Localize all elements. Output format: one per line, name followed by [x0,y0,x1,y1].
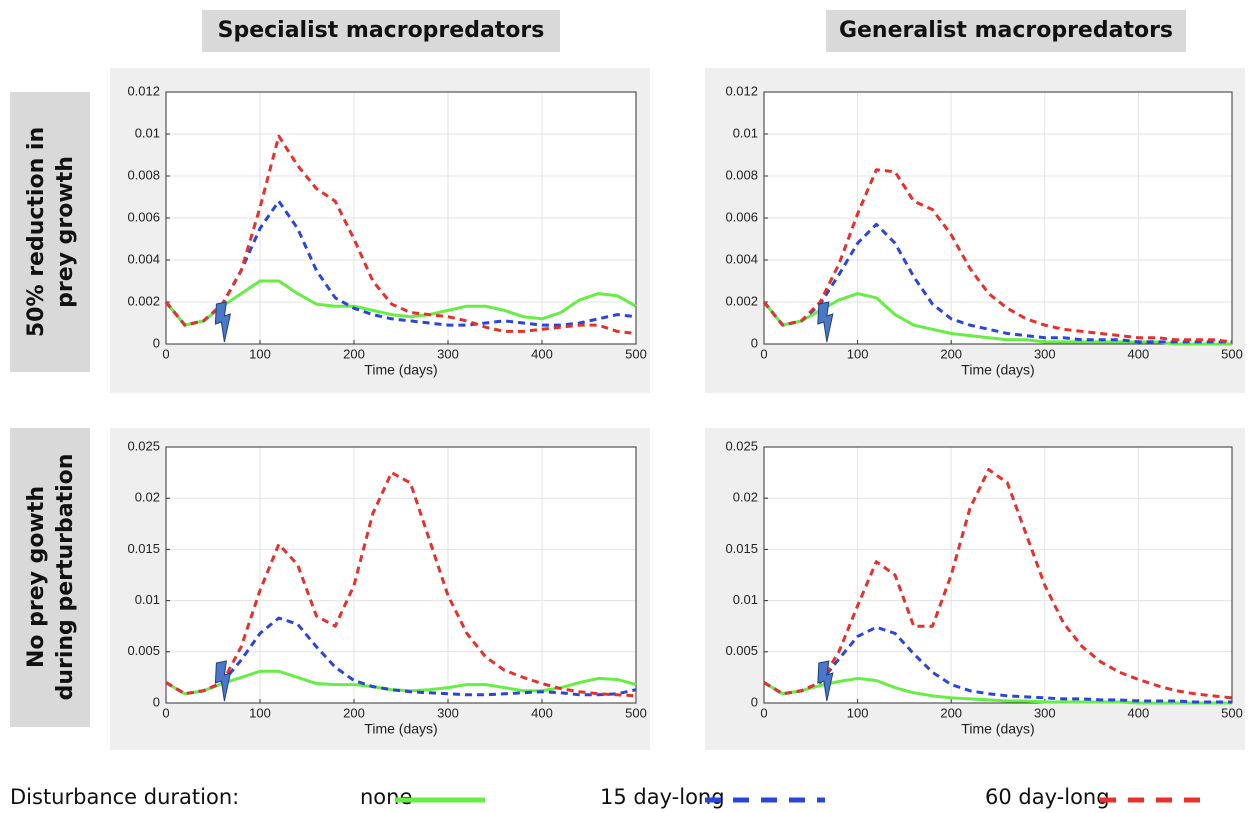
series-line [165,616,637,697]
x-tick-label: 200 [343,346,365,361]
y-tick-label: 0.004 [127,251,160,266]
x-tick-label: 0 [162,346,169,361]
x-axis-label: Time (days) [364,721,437,737]
y-tick-label: 0.01 [733,592,758,607]
column-header-bg [202,10,560,52]
y-tick-label: 0.002 [725,293,758,308]
legend-label: 60 day-long [985,785,1110,809]
y-tick-label: 0.025 [725,438,758,453]
y-tick-label: 0.02 [135,490,160,505]
axes-frame [165,446,637,704]
row-title: No prey gowth [24,486,49,668]
legend-label: none [360,785,412,809]
axes-frame [763,91,1233,345]
x-tick-label: 400 [531,705,553,720]
row-header-bg [10,428,90,727]
y-tick-label: 0.002 [127,293,160,308]
x-tick-label: 200 [940,705,962,720]
series-line [762,168,1233,344]
series-line [763,468,1233,700]
x-tick-label: 100 [847,705,869,720]
plot-area [764,447,1232,703]
y-tick-label: 0.01 [135,592,160,607]
series-line [763,676,1232,705]
x-tick-label: 0 [760,705,767,720]
x-tick-label: 100 [249,705,271,720]
disturbance-bolt [817,301,834,343]
y-tick-label: 0.025 [127,438,160,453]
x-tick-label: 100 [847,346,869,361]
x-tick-label: 300 [1034,705,1056,720]
x-tick-label: 500 [625,705,647,720]
disturbance-bolt [817,660,834,702]
x-tick-label: 200 [343,705,365,720]
y-tick-label: 0 [153,335,160,350]
x-tick-label: 400 [1128,705,1150,720]
x-tick-label: 300 [437,705,459,720]
y-tick-label: 0.004 [725,251,758,266]
x-tick-label: 400 [1128,346,1150,361]
x-tick-label: 0 [162,705,169,720]
row-title: prey growth [53,156,78,308]
y-tick-label: 0.012 [127,83,160,98]
row-header-bg [10,92,90,372]
x-tick-label: 500 [1221,346,1243,361]
y-tick-label: 0.005 [127,643,160,658]
series-line [165,471,637,698]
y-tick-label: 0 [153,694,160,709]
series-line [164,134,637,335]
y-tick-label: 0.015 [725,541,758,556]
x-tick-label: 300 [437,346,459,361]
y-tick-label: 0.015 [127,541,160,556]
x-tick-label: 300 [1034,346,1056,361]
x-tick-label: 500 [1221,705,1243,720]
axes-frame [763,446,1233,704]
y-tick-label: 0.006 [127,209,160,224]
x-tick-label: 200 [940,346,962,361]
y-tick-label: 0.008 [127,167,160,182]
plot-area [166,447,636,703]
column-title: Generalist macropredators [839,18,1173,43]
y-tick-label: 0.01 [733,125,758,140]
legend-label: 15 day-long [600,785,725,809]
y-tick-label: 0.008 [725,167,758,182]
y-tick-label: 0.006 [725,209,758,224]
column-header-bg [826,10,1186,52]
series-line [763,625,1232,704]
column-title: Specialist macropredators [218,18,545,43]
x-tick-label: 500 [625,346,647,361]
legend-title: Disturbance duration: [10,785,239,809]
x-tick-label: 0 [760,346,767,361]
y-tick-label: 0.01 [135,125,160,140]
y-tick-label: 0.012 [725,83,758,98]
y-tick-label: 0.02 [733,490,758,505]
x-axis-label: Time (days) [961,721,1034,737]
y-tick-label: 0.005 [725,643,758,658]
series-line [762,222,1232,344]
x-axis-label: Time (days) [364,362,437,378]
disturbance-bolt [214,660,232,702]
series-line [762,292,1232,346]
x-tick-label: 100 [249,346,271,361]
series-line [164,279,637,327]
row-title: 50% reduction in [24,127,49,337]
row-title: during perturbation [53,454,78,701]
y-tick-label: 0 [751,694,758,709]
y-tick-label: 0 [751,335,758,350]
x-axis-label: Time (days) [961,362,1034,378]
disturbance-bolt [214,301,232,343]
axes-frame [165,91,637,345]
x-tick-label: 400 [531,346,553,361]
